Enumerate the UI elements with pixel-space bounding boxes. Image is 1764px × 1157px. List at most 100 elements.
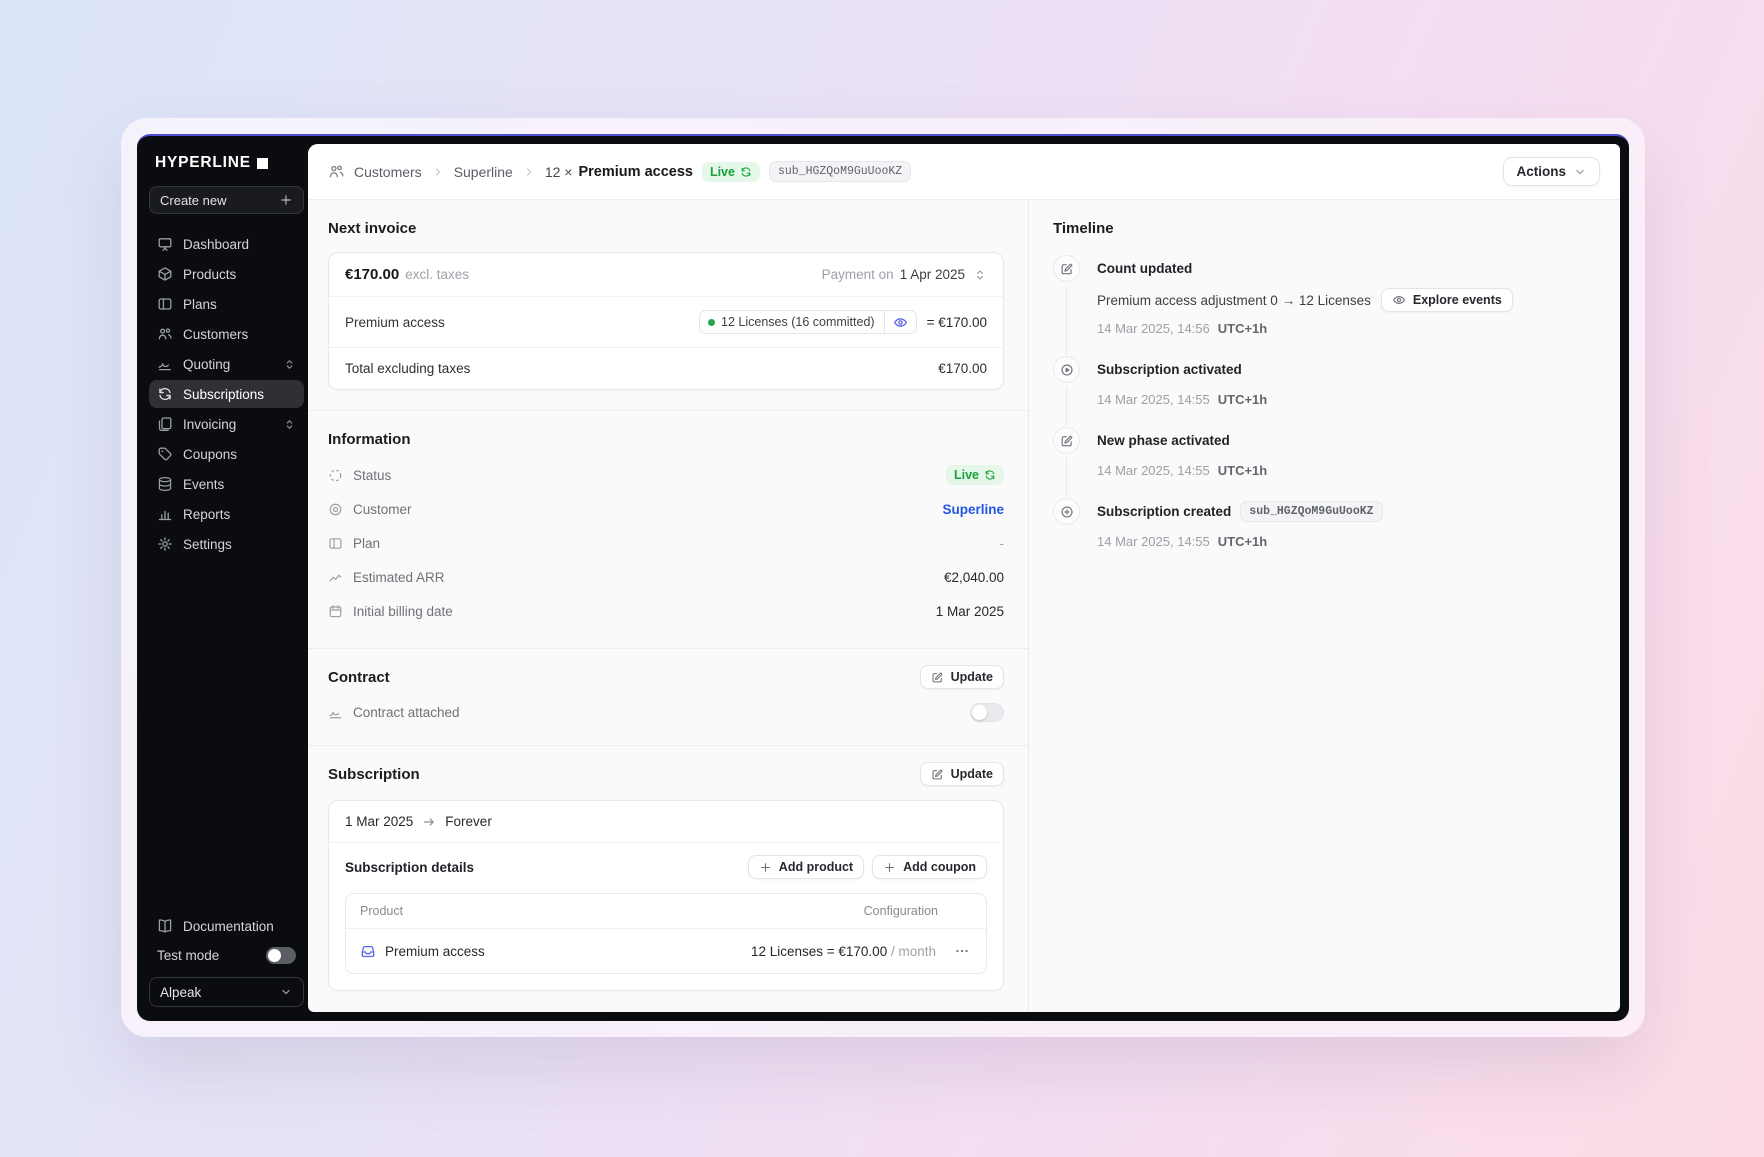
sidebar-item-label: Dashboard [183, 236, 250, 252]
configuration-value: 12 Licenses = €170.00 [750, 943, 888, 959]
main-area: Customers Superline 12 × Premium access … [308, 144, 1620, 1012]
licenses-chip-label: 12 Licenses (16 committed) [721, 315, 875, 329]
event-timezone: UTC+1h [1217, 463, 1268, 478]
info-label: Initial billing date [353, 603, 453, 619]
edit-icon [931, 671, 944, 684]
view-usage-button[interactable] [884, 310, 917, 334]
info-row-customer: Customer Superline [328, 492, 1004, 526]
sidebar-item-products[interactable]: Products [149, 260, 304, 288]
sidebar-item-settings[interactable]: Settings [149, 530, 304, 558]
dashboard-icon [157, 236, 173, 252]
workspace-select[interactable]: Alpeak [149, 977, 304, 1007]
event-timezone: UTC+1h [1217, 392, 1268, 407]
sidebar-item-reports[interactable]: Reports [149, 500, 304, 528]
sidebar-item-plans[interactable]: Plans [149, 290, 304, 318]
breadcrumb-customer-name[interactable]: Superline [453, 163, 513, 180]
database-icon [157, 476, 173, 492]
plus-circle-icon [1053, 498, 1080, 525]
explore-events-label: Explore events [1412, 293, 1502, 307]
explore-events-button[interactable]: Explore events [1380, 288, 1513, 312]
plus-icon [883, 861, 896, 874]
section-title: Contract [328, 668, 390, 686]
end-date: Forever [445, 814, 492, 829]
sidebar-item-label: Coupons [183, 446, 238, 462]
sidebar-item-label: Reports [183, 506, 231, 522]
sidebar-item-invoicing[interactable]: Invoicing [149, 410, 304, 438]
event-timezone: UTC+1h [1217, 534, 1268, 549]
plus-icon [759, 861, 772, 874]
amount-note: excl. taxes [405, 267, 470, 282]
logo: HYPERLINE [149, 150, 304, 172]
breadcrumb-customers[interactable]: Customers [354, 163, 422, 180]
sidebar-item-label: Subscriptions [183, 386, 265, 402]
information-section: Information Status Live [308, 410, 1028, 648]
event-title: New phase activated [1097, 433, 1230, 448]
timeline-event-new-phase: New phase activated 14 Mar 2025, 14:55 UT… [1053, 427, 1596, 498]
calendar-icon [328, 604, 343, 619]
payment-date-stepper[interactable] [973, 268, 987, 282]
event-title: Count updated [1097, 261, 1193, 276]
sidebar-item-customers[interactable]: Customers [149, 320, 304, 348]
row-menu-button[interactable] [952, 941, 972, 961]
sidebar-item-label: Settings [183, 536, 232, 552]
sidebar-item-coupons[interactable]: Coupons [149, 440, 304, 468]
edit-icon [1053, 255, 1080, 282]
section-title: Subscription [328, 765, 420, 783]
actions-label: Actions [1516, 164, 1566, 179]
book-icon [157, 918, 173, 934]
subscription-update-button[interactable]: Update [919, 762, 1004, 786]
next-invoice-card: €170.00 excl. taxes Payment on 1 Apr 202… [328, 252, 1004, 390]
ellipsis-icon [954, 943, 970, 959]
plan-icon [328, 536, 343, 551]
eye-icon [1392, 293, 1406, 307]
add-product-button[interactable]: Add product [747, 855, 865, 879]
sidebar-spacer [149, 558, 304, 912]
sidebar-item-quoting[interactable]: Quoting [149, 350, 304, 378]
timeline-title: Timeline [1053, 220, 1114, 237]
chevron-down-icon [1573, 165, 1587, 179]
info-row-plan: Plan - [328, 526, 1004, 560]
test-mode-label: Test mode [157, 947, 220, 963]
sidebar-item-label: Products [183, 266, 237, 282]
customer-link[interactable]: Superline [942, 501, 1004, 517]
create-new-button[interactable]: Create new [149, 186, 304, 214]
contract-attached-toggle[interactable] [970, 702, 1004, 722]
sidebar-item-documentation[interactable]: Documentation [149, 912, 304, 940]
event-description: Premium access adjustment 0 → 12 License… [1097, 292, 1371, 308]
content: Next invoice €170.00 excl. taxes Payment… [308, 200, 1620, 1012]
subscription-card: 1 Mar 2025 Forever Subscription details … [328, 800, 1004, 991]
section-title: Information [328, 431, 411, 448]
arr-value: €2,040.00 [943, 569, 1004, 585]
trend-chart-icon [328, 570, 343, 585]
event-title: Subscription activated [1097, 362, 1242, 377]
add-coupon-button[interactable]: Add coupon [872, 855, 987, 879]
sidebar-item-label: Invoicing [183, 416, 237, 432]
logo-square-icon [256, 157, 268, 169]
arrow-right-icon [422, 815, 436, 829]
contract-section: Contract Update Contract attached [308, 648, 1028, 745]
timeline-panel: Timeline Count updated Premium access ad… [1029, 200, 1620, 1012]
sidebar-item-dashboard[interactable]: Dashboard [149, 230, 304, 258]
billing-date-value: 1 Mar 2025 [935, 603, 1004, 619]
licenses-chip: 12 Licenses (16 committed) [699, 310, 885, 334]
actions-button[interactable]: Actions [1503, 157, 1600, 186]
quantity-prefix: 12 × [544, 163, 573, 180]
subscription-section: Subscription Update 1 Mar 2025 Forever [308, 745, 1028, 1011]
chevron-right-icon [431, 165, 445, 179]
event-date: 14 Mar 2025, 14:55 [1097, 392, 1210, 407]
section-title: Next invoice [328, 220, 417, 237]
test-mode-toggle[interactable] [266, 946, 296, 964]
customer-icon [328, 502, 343, 517]
sidebar-item-subscriptions[interactable]: Subscriptions [149, 380, 304, 408]
event-date: 14 Mar 2025, 14:55 [1097, 534, 1210, 549]
contract-attached-label: Contract attached [353, 704, 460, 720]
sidebar-item-events[interactable]: Events [149, 470, 304, 498]
refresh-icon [740, 166, 752, 178]
live-status-badge: Live [701, 161, 760, 182]
configuration-suffix: / month [890, 943, 936, 959]
chevrons-up-down-icon [283, 418, 296, 431]
contract-attached-row: Contract attached [328, 695, 1004, 729]
panel-icon [157, 296, 173, 312]
contract-update-button[interactable]: Update [919, 665, 1004, 689]
chevrons-up-down-icon [283, 358, 296, 371]
